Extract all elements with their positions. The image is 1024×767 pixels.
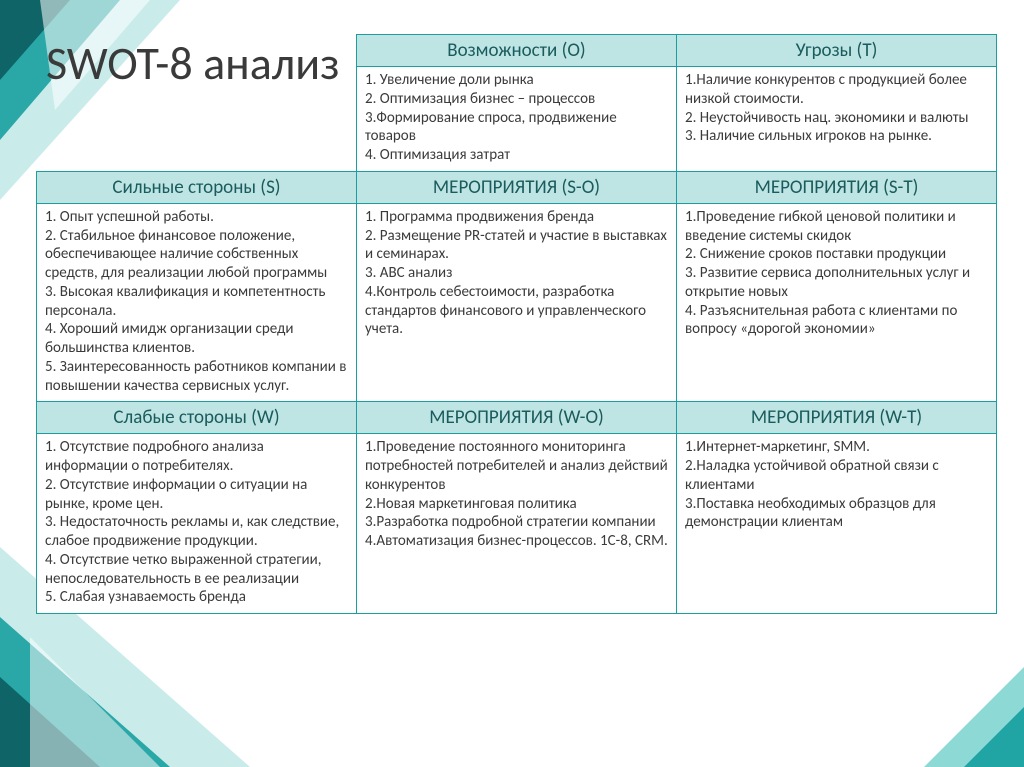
blank-top-left: [37, 35, 357, 172]
decoration-bottom-right: [904, 657, 1024, 767]
slide: SWOT-8 анализ Возможности (О) Угрозы (Т)…: [0, 0, 1024, 767]
header-threats: Угрозы (Т): [677, 35, 997, 67]
cell-wo: 1.Проведение постоянного мониторинга пот…: [357, 434, 677, 614]
cell-wt: 1.Интернет-маркетинг, SMM. 2.Наладка уст…: [677, 434, 997, 614]
header-opportunities: Возможности (О): [357, 35, 677, 67]
header-wo: МЕРОПРИЯТИЯ (W-O): [357, 402, 677, 434]
cell-opportunities: 1. Увеличение доли рынка 2. Оптимизация …: [357, 67, 677, 172]
header-wt: МЕРОПРИЯТИЯ (W-T): [677, 402, 997, 434]
cell-st: 1.Проведение гибкой ценовой политики и в…: [677, 203, 997, 402]
header-weaknesses: Слабые стороны (W): [37, 402, 357, 434]
cell-strengths: 1. Опыт успешной работы. 2. Стабильное ф…: [37, 203, 357, 402]
header-so: МЕРОПРИЯТИЯ (S-O): [357, 171, 677, 203]
cell-weaknesses: 1. Отсутствие подробного анализа информа…: [37, 434, 357, 614]
header-st: МЕРОПРИЯТИЯ (S-T): [677, 171, 997, 203]
swot-table: Возможности (О) Угрозы (Т) 1. Увеличение…: [36, 34, 997, 614]
cell-so: 1. Программа продвижения бренда 2. Разме…: [357, 203, 677, 402]
cell-threats: 1.Наличие конкурентов с продукцией более…: [677, 67, 997, 172]
header-strengths: Сильные стороны (S): [37, 171, 357, 203]
